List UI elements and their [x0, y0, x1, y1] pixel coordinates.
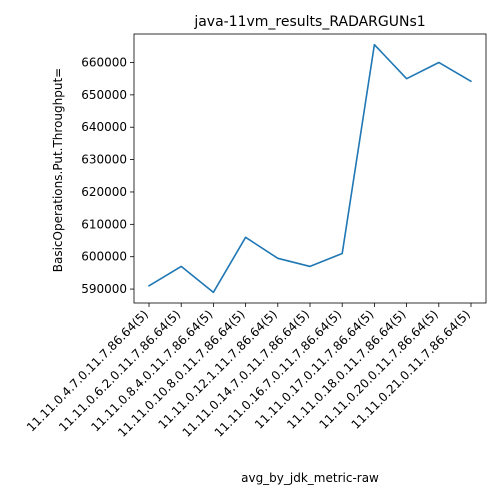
- y-tick-label: 600000: [81, 250, 127, 264]
- y-tick-label: 620000: [81, 185, 127, 199]
- y-tick-label: 590000: [81, 282, 127, 296]
- y-tick-label: 660000: [81, 55, 127, 69]
- y-tick-label: 630000: [81, 153, 127, 167]
- y-tick-label: 610000: [81, 217, 127, 231]
- x-axis-label: avg_by_jdk_metric-raw: [241, 471, 379, 485]
- y-axis-label: BasicOperations.Put.Throughput=: [51, 68, 65, 272]
- plot-area: 590000 600000 610000 620000 630000 640000 6500…: [24, 33, 487, 440]
- series-line: [148, 43, 472, 294]
- chart-title: java-11vm_results_RADARGUNs1: [193, 14, 425, 30]
- axes-frame: [133, 33, 487, 304]
- y-tick-label: 650000: [81, 88, 127, 102]
- y-tick-label: 640000: [81, 120, 127, 134]
